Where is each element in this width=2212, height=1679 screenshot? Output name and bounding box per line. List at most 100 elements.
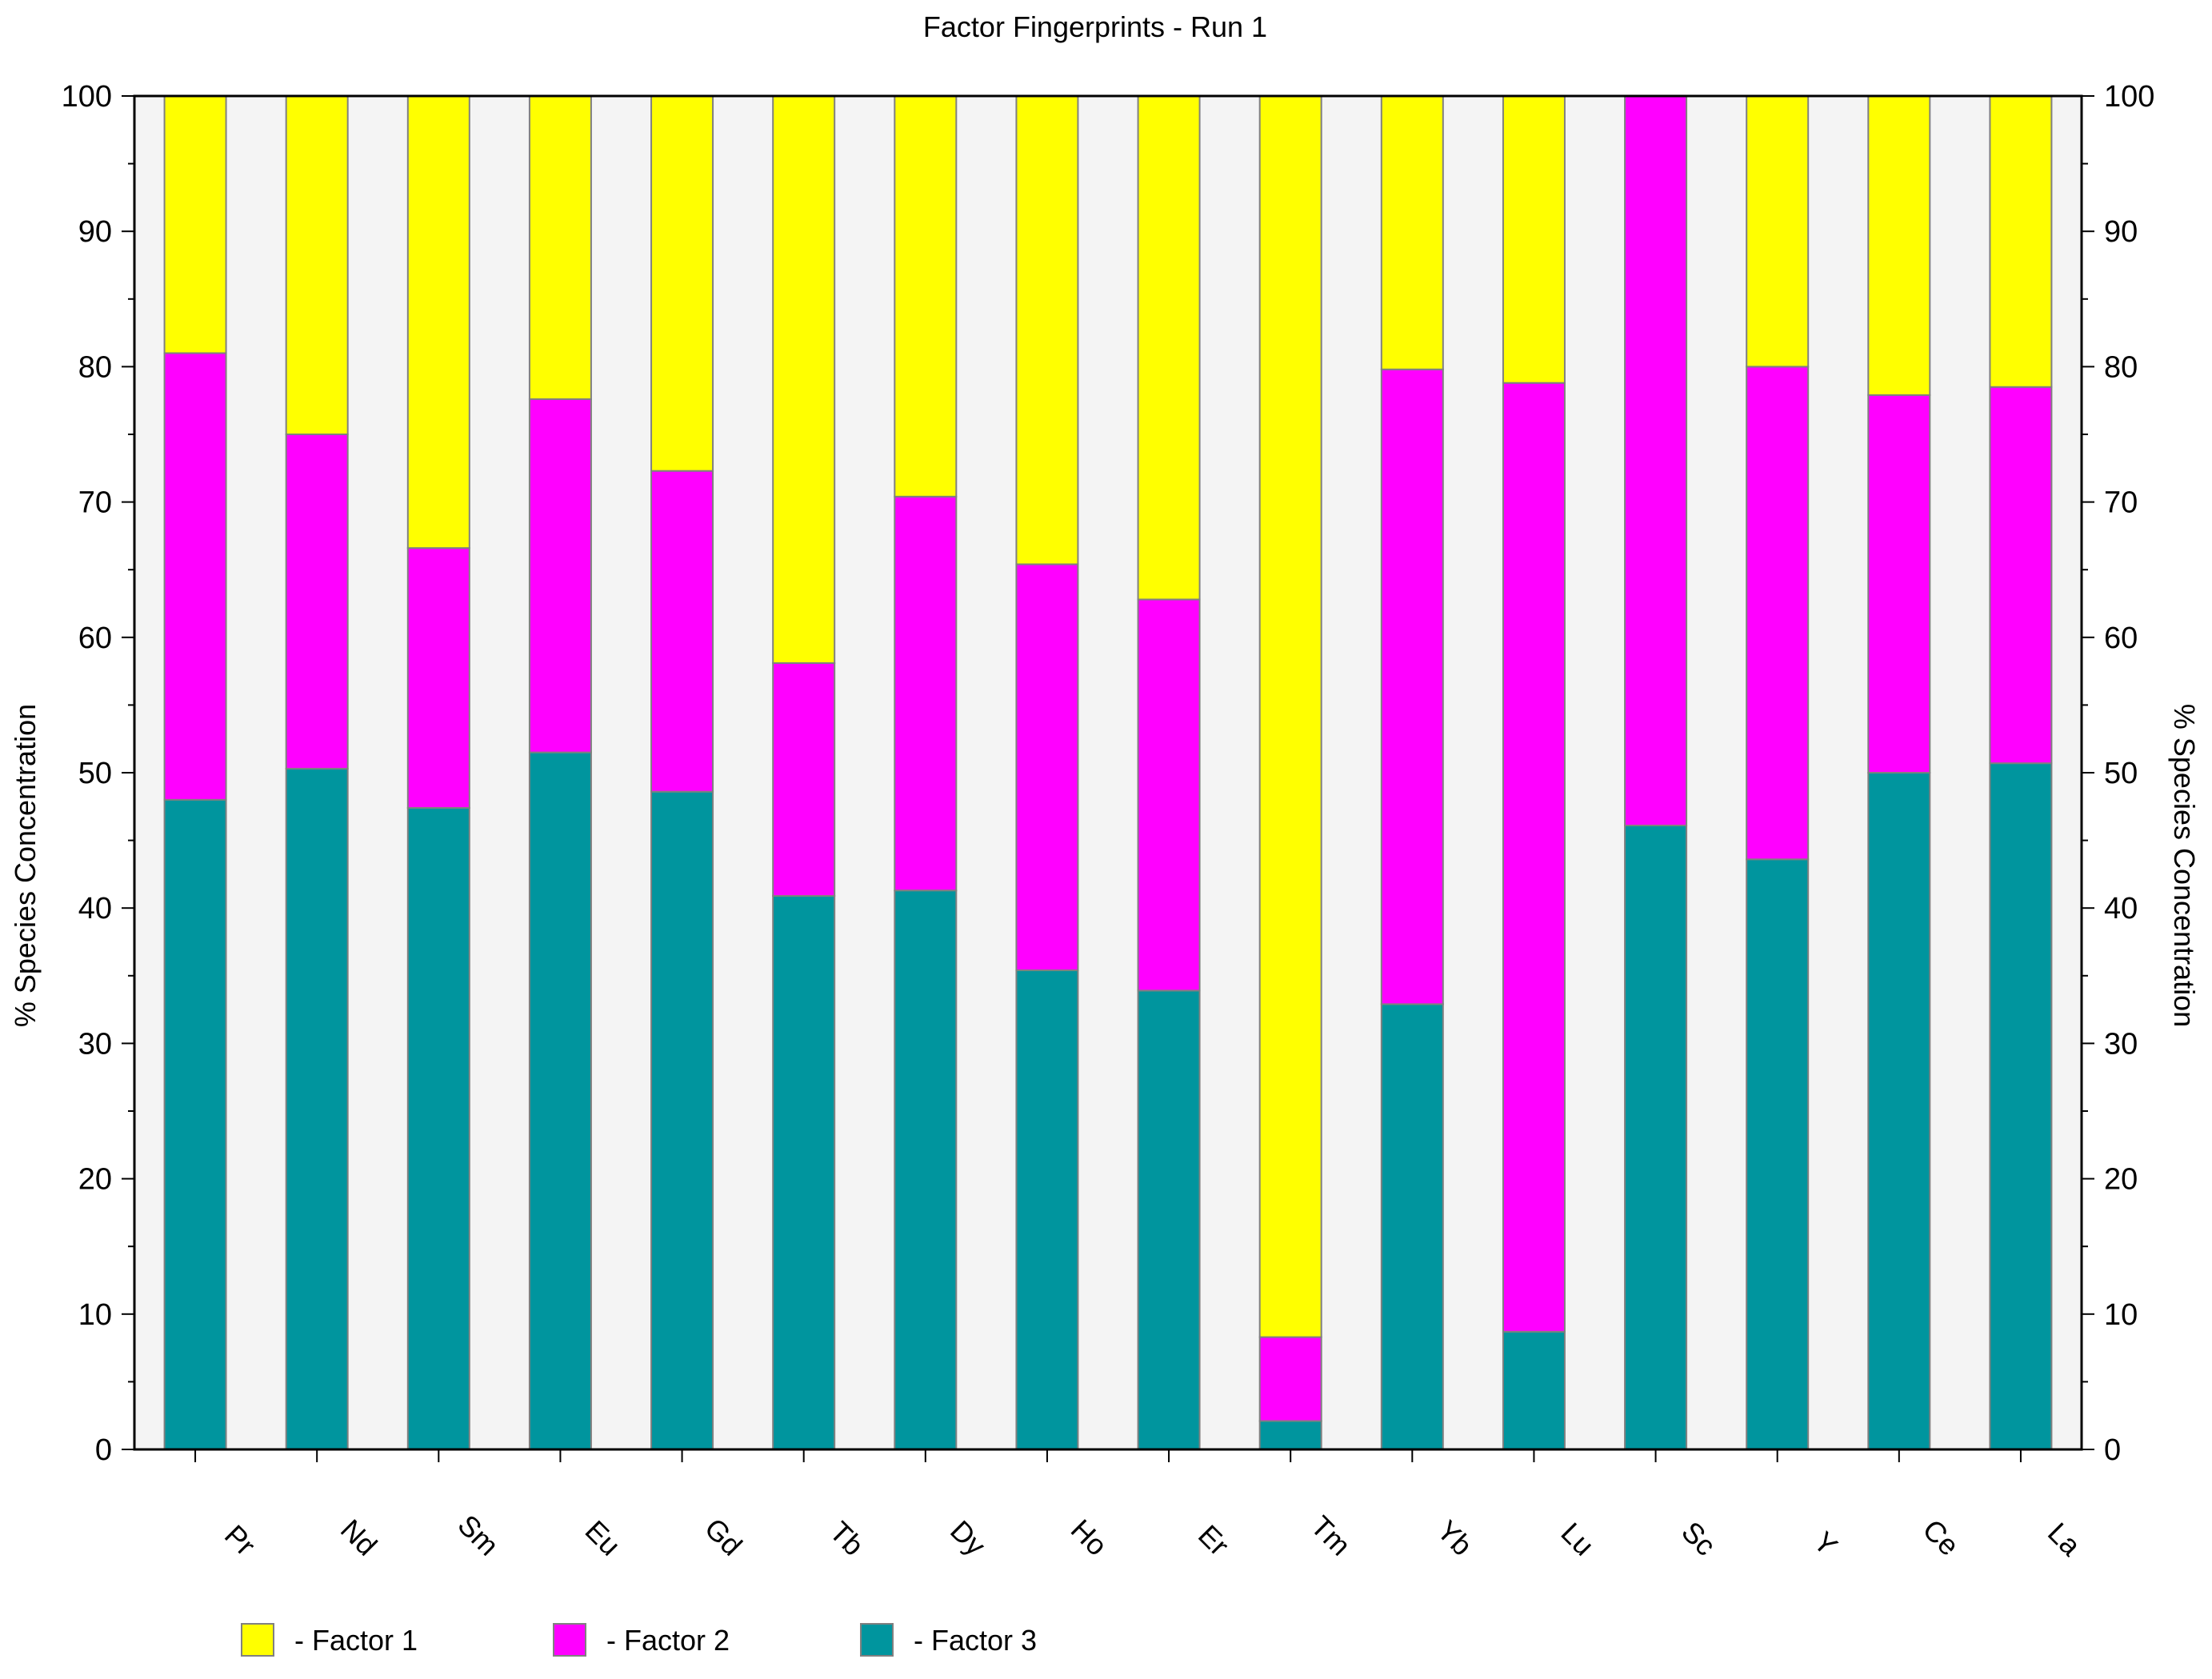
legend-label: - Factor 1: [294, 1624, 418, 1657]
bar-segment: [163, 95, 227, 354]
bar-stack-sm: [406, 95, 470, 1450]
bar-segment: [406, 95, 470, 550]
y-tick-label-left: 50: [78, 757, 112, 790]
bar-segment: [772, 894, 836, 1451]
bar-stack-yb: [1380, 95, 1444, 1451]
legend-label: - Factor 2: [606, 1624, 730, 1657]
bar-segment: [772, 662, 836, 897]
bar-segment: [1380, 1003, 1444, 1451]
y-tick-label-right: 60: [2104, 622, 2138, 655]
legend-item-factor-1: - Factor 1: [241, 1623, 418, 1657]
y-axis-label-right: % Species Concentration: [2168, 704, 2201, 1027]
y-tick-label-left: 100: [62, 80, 112, 114]
bar-segment: [1015, 95, 1079, 566]
x-tick-label: Dy: [944, 1514, 992, 1562]
y-tick-label-left: 40: [78, 892, 112, 925]
legend: - Factor 1 - Factor 2 - Factor 3: [241, 1623, 1037, 1657]
bar-segment: [1989, 95, 2053, 388]
legend-item-factor-3: - Factor 3: [860, 1623, 1037, 1657]
bar-stack-dy: [894, 95, 958, 1450]
bar-stack-gd: [650, 95, 714, 1450]
y-tick-label-right: 10: [2104, 1298, 2138, 1332]
legend-item-factor-2: - Factor 2: [553, 1623, 730, 1657]
bar-segment: [894, 889, 958, 1450]
bar-stack-lu: [1502, 95, 1566, 1451]
x-tick-label: Eu: [579, 1514, 627, 1562]
bar-stack-tm: [1258, 95, 1322, 1451]
bar-segment: [1746, 858, 1810, 1450]
y-tick-label-right: 20: [2104, 1163, 2138, 1197]
y-tick-label-right: 30: [2104, 1027, 2138, 1061]
x-tick-label: Ho: [1065, 1513, 1114, 1562]
x-tick-label: Pr: [218, 1518, 262, 1561]
bar-stack-ho: [1015, 95, 1079, 1450]
bar-stack-er: [1137, 95, 1201, 1450]
bar-segment: [163, 352, 227, 801]
bar-segment: [772, 95, 836, 664]
y-tick-label-right: 90: [2104, 215, 2138, 249]
x-tick-label: Tm: [1305, 1509, 1358, 1562]
bar-segment: [406, 547, 470, 809]
bar-segment: [285, 95, 349, 435]
y-tick-label-left: 80: [78, 350, 112, 384]
bar-segment: [1137, 95, 1201, 601]
bar-segment: [163, 798, 227, 1450]
y-tick-label-left: 20: [78, 1163, 112, 1197]
bar-segment: [528, 751, 592, 1450]
x-tick-label: Sc: [1675, 1515, 1722, 1562]
x-tick-label: La: [2042, 1516, 2088, 1562]
bar-segment: [528, 95, 592, 401]
bar-segment: [1624, 95, 1688, 826]
y-tick-label-left: 70: [78, 486, 112, 520]
x-tick-label: Gd: [698, 1512, 749, 1562]
x-tick-label: Er: [1192, 1518, 1235, 1561]
bar-segment: [285, 434, 349, 770]
y-axis-label-left: % Species Concentration: [9, 704, 42, 1027]
bar-segment: [1502, 95, 1566, 384]
bar-stack-tb: [772, 95, 836, 1451]
x-tick-label: Yb: [1431, 1514, 1479, 1562]
chart-title: Factor Fingerprints - Run 1: [923, 10, 1267, 43]
bar-stack-la: [1989, 95, 2053, 1450]
y-tick-label-right: 70: [2104, 486, 2138, 520]
x-tick-label: Lu: [1554, 1516, 1600, 1561]
y-tick-label-right: 0: [2104, 1433, 2121, 1467]
bar-segment: [1258, 1336, 1322, 1422]
bar-stack-sc: [1624, 95, 1688, 1451]
y-tick-label-right: 40: [2104, 892, 2138, 925]
bar-segment: [528, 398, 592, 754]
bar-segment: [1746, 366, 1810, 861]
y-tick-label-right: 50: [2104, 757, 2138, 790]
y-tick-label-right: 100: [2104, 80, 2154, 114]
bar-segment: [1867, 95, 1931, 396]
bar-segment: [1137, 598, 1201, 992]
bar-segment: [1258, 95, 1322, 1338]
bar-segment: [650, 95, 714, 472]
bar-segment: [1867, 394, 1931, 774]
x-tick-label: Ce: [1917, 1513, 1966, 1562]
legend-swatch: [553, 1623, 586, 1657]
bar-segment: [1867, 772, 1931, 1450]
bar-segment: [1380, 368, 1444, 1005]
bar-segment: [1258, 1420, 1322, 1451]
bar-segment: [650, 790, 714, 1450]
bar-stack-nd: [285, 95, 349, 1450]
bar-stack-eu: [528, 95, 592, 1450]
bar-segment: [1015, 563, 1079, 972]
bar-segment: [1137, 989, 1201, 1450]
bar-segment: [650, 470, 714, 793]
x-tick-label: Nd: [334, 1513, 384, 1562]
y-tick-label-left: 60: [78, 622, 112, 655]
legend-label: - Factor 3: [914, 1624, 1037, 1657]
bar-segment: [1502, 382, 1566, 1333]
bar-segment: [1746, 95, 1810, 368]
bar-segment: [1380, 95, 1444, 370]
x-tick-label: Tb: [823, 1515, 870, 1562]
bar-stack-y: [1746, 95, 1810, 1450]
y-tick-label-left: 0: [95, 1433, 112, 1467]
y-tick-label-left: 10: [78, 1298, 112, 1332]
bar-segment: [1502, 1330, 1566, 1451]
y-tick-label-right: 80: [2104, 350, 2138, 384]
legend-swatch: [241, 1623, 274, 1657]
